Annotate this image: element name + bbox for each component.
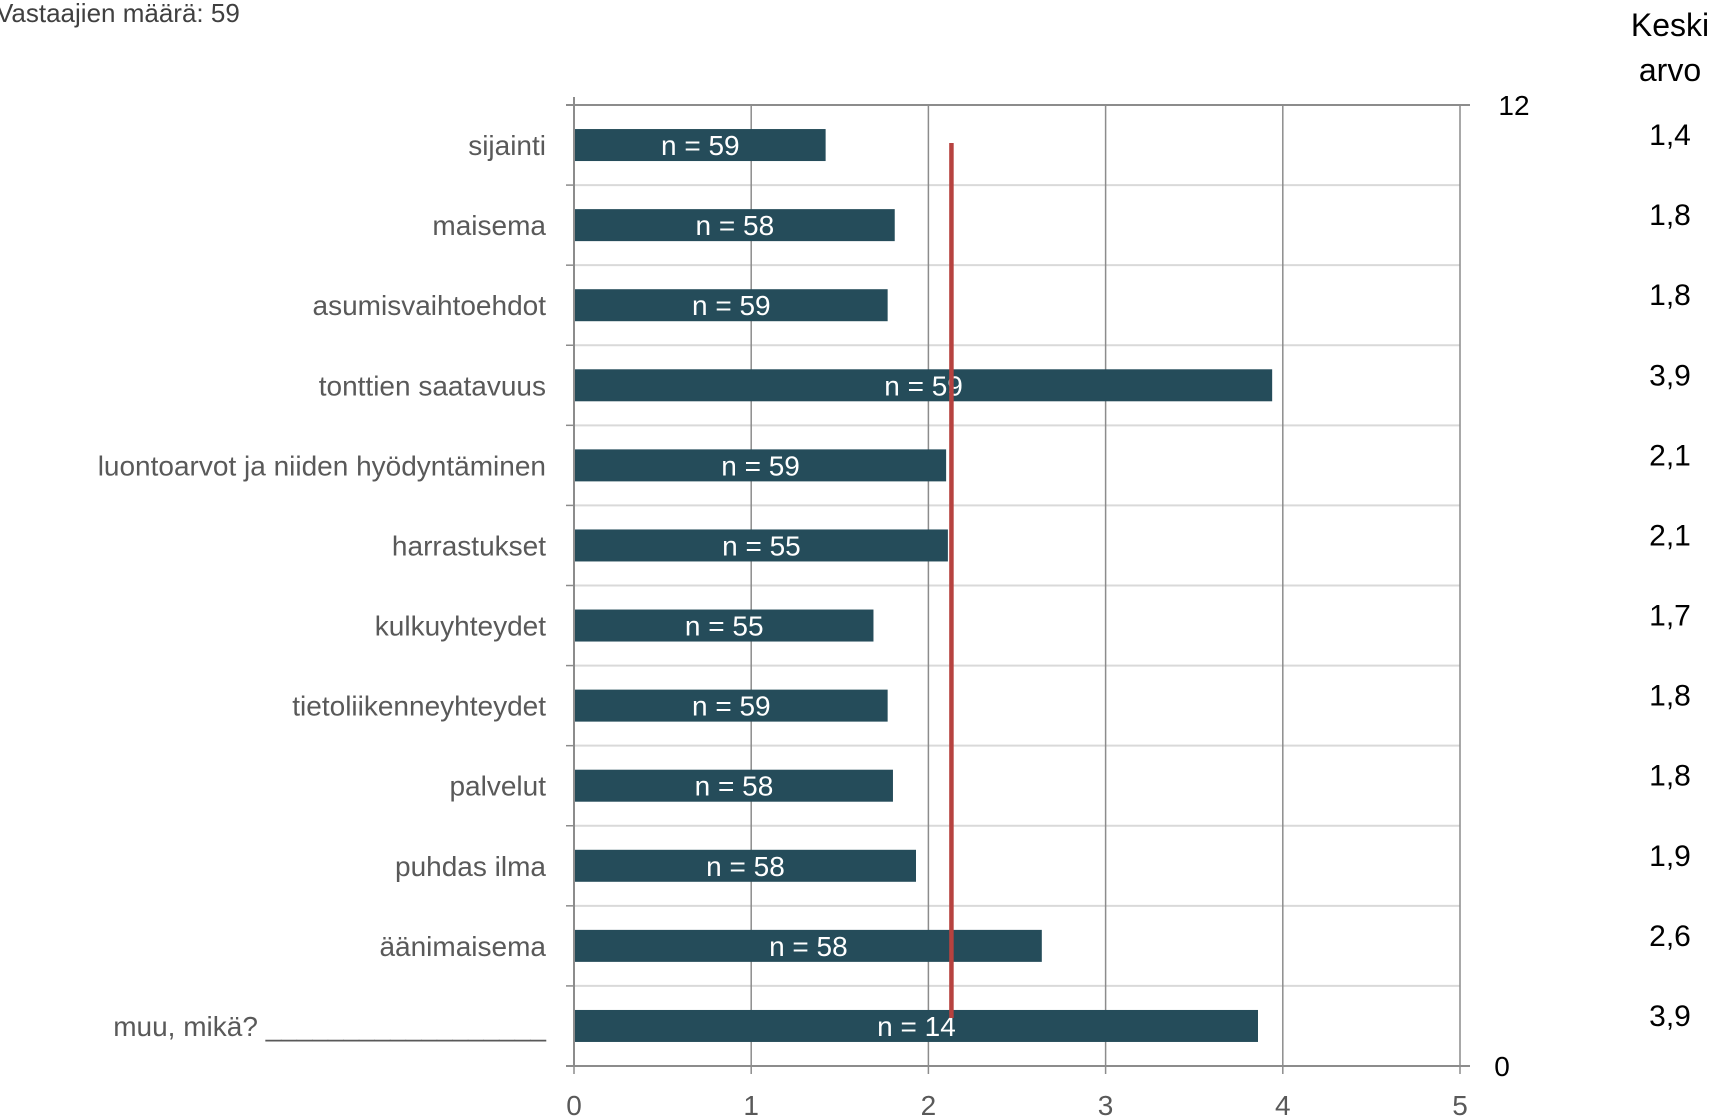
- mean-value: 2,1: [1649, 519, 1691, 552]
- bar-label: n = 58: [706, 851, 785, 882]
- category-label: palvelut: [449, 771, 546, 802]
- bar: [575, 289, 888, 322]
- mean-value: 1,8: [1649, 199, 1691, 232]
- category-label: harrastukset: [392, 530, 546, 561]
- x-tick-label: 4: [1275, 1090, 1291, 1118]
- bar: [575, 849, 916, 882]
- bar-label: n = 59: [692, 691, 771, 722]
- category-label: luontoarvot ja niiden hyödyntäminen: [98, 450, 546, 481]
- secondary-axis-top-label: 12: [1498, 90, 1529, 121]
- bars: n = 59 n = 58 n = 59 n = 59 n = 59 n = 55 n = …: [575, 129, 1273, 1042]
- bar: [575, 129, 826, 162]
- mean-header-line1: Keski: [1631, 7, 1709, 43]
- bar: [575, 449, 947, 482]
- mean-value: 1,7: [1649, 600, 1691, 633]
- category-label: tonttien saatavuus: [319, 370, 546, 401]
- bar-label: n = 58: [696, 210, 775, 241]
- secondary-axis-bottom-label: 0: [1494, 1051, 1510, 1082]
- x-tick-label: 5: [1452, 1090, 1468, 1118]
- mean-value: 1,4: [1649, 119, 1691, 152]
- bar: [575, 929, 1042, 962]
- bar: [575, 689, 888, 722]
- bar-label: n = 59: [692, 290, 771, 321]
- mean-header-line2: arvo: [1639, 52, 1701, 88]
- x-tick-label: 3: [1098, 1090, 1114, 1118]
- category-label: asumisvaihtoehdot: [313, 290, 547, 321]
- mean-value: 1,9: [1649, 840, 1691, 873]
- bar-label: n = 55: [685, 611, 764, 642]
- x-tick-label: 2: [921, 1090, 937, 1118]
- bar-label: n = 58: [695, 771, 774, 802]
- mean-value: 2,6: [1649, 920, 1691, 953]
- category-label: muu, mikä? __________________: [113, 1011, 546, 1042]
- mean-value: 2,1: [1649, 439, 1691, 472]
- category-label: maisema: [432, 210, 546, 241]
- mean-value: 1,8: [1649, 680, 1691, 713]
- category-labels: sijainti maisema asumisvaihtoehdot tonttien…: [98, 130, 547, 1042]
- category-label: kulkuyhteydet: [375, 611, 546, 642]
- mean-value: 3,9: [1649, 1000, 1691, 1033]
- mean-value: 3,9: [1649, 359, 1691, 392]
- bar-label: n = 59: [661, 130, 740, 161]
- bar: [575, 529, 948, 562]
- category-label: tietoliikenneyhteydet: [292, 691, 546, 722]
- bar: [575, 769, 893, 802]
- bar-label: n = 14: [877, 1011, 956, 1042]
- mean-values: 1,4 1,8 1,8 3,9 2,1 2,1 1,7 1,8 1,8 1,9 2,6 3,9: [1649, 119, 1691, 1033]
- respondent-count: Vastaajien määrä: 59: [0, 0, 240, 28]
- category-label: sijainti: [468, 130, 546, 161]
- bar: [575, 1009, 1258, 1042]
- x-tick-label: 0: [566, 1090, 582, 1118]
- mean-value: 1,8: [1649, 760, 1691, 793]
- bar: [575, 209, 895, 242]
- bar-label: n = 59: [721, 450, 800, 481]
- bar-label: n = 58: [769, 931, 848, 962]
- bar: [575, 609, 874, 642]
- bar-label: n = 55: [722, 530, 801, 561]
- bar: [575, 369, 1273, 402]
- category-label: puhdas ilma: [395, 851, 546, 882]
- category-label: äänimaisema: [379, 931, 546, 962]
- x-tick-label: 1: [743, 1090, 759, 1118]
- grid-lines: [573, 104, 1461, 1067]
- mean-value: 1,8: [1649, 279, 1691, 312]
